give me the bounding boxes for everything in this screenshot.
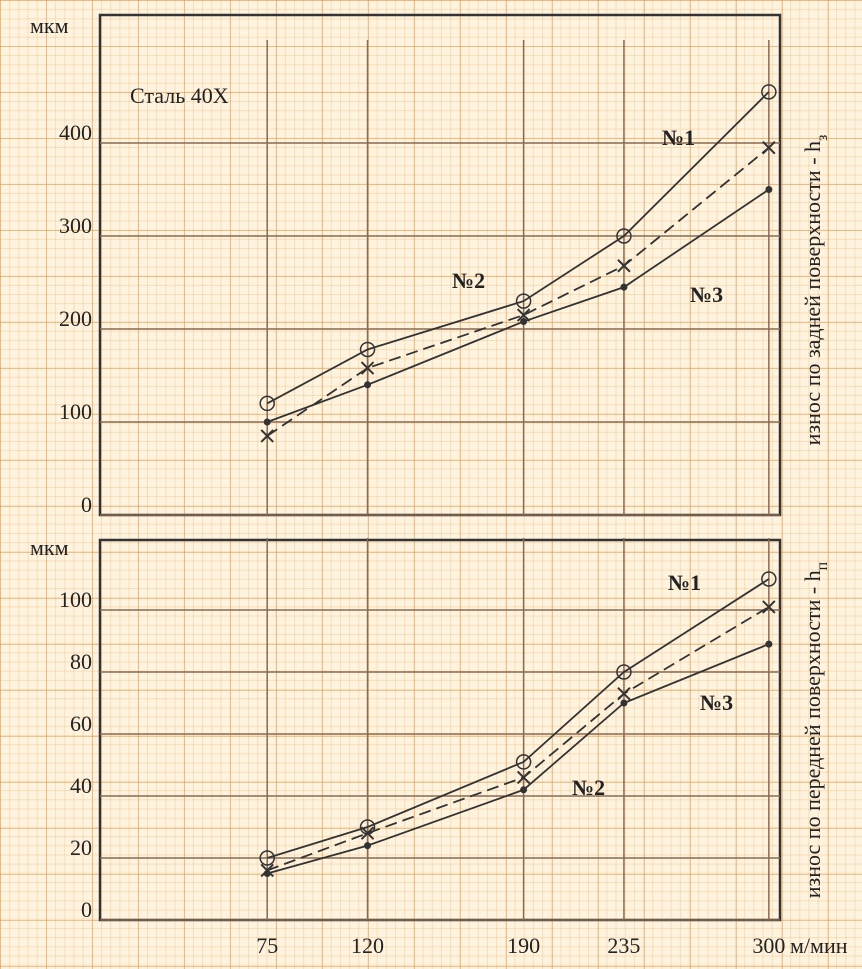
- x-tick-label: 300: [752, 933, 785, 958]
- marker-cross: [617, 686, 631, 701]
- marker-circle: [761, 571, 777, 587]
- marker-dot: [620, 283, 628, 291]
- y-axis-label: износ по передней поверхности - hп: [800, 561, 831, 898]
- y-tick-label: 200: [59, 306, 92, 331]
- y-tick-label: 0: [81, 492, 92, 517]
- marker-circle: [515, 754, 532, 770]
- x-tick-label: 235: [607, 933, 640, 958]
- series-label: №3: [690, 282, 723, 307]
- series-line: [266, 146, 770, 437]
- marker-dot: [520, 318, 528, 326]
- x-tick-label: 75: [256, 933, 278, 958]
- y-tick-label: 100: [59, 587, 92, 612]
- marker-dot: [765, 186, 773, 193]
- x-unit: м/мин: [790, 933, 848, 958]
- series-line: [266, 91, 770, 405]
- y-tick-label: 100: [59, 399, 92, 424]
- y-tick-label: 0: [81, 897, 92, 922]
- y-tick-label: 60: [70, 711, 92, 736]
- series-line: [266, 578, 770, 859]
- marker-circle: [515, 293, 532, 309]
- y-tick-label: 300: [59, 213, 92, 238]
- x-tick-label: 190: [507, 933, 540, 958]
- marker-cross: [516, 770, 531, 785]
- y-tick-label: 400: [59, 120, 92, 145]
- y-axis-label-text: износ по передней поверхности - h: [800, 570, 825, 898]
- marker-cross: [260, 429, 274, 443]
- marker-dot: [364, 381, 372, 389]
- y-axis-label-text: износ по задней поверхности - h: [800, 141, 825, 445]
- x-tick-label: 120: [351, 933, 384, 958]
- y-unit: мкм: [30, 535, 69, 560]
- marker-circle: [259, 395, 275, 412]
- marker-dot: [263, 418, 271, 426]
- marker-dot: [364, 842, 372, 850]
- y-axis-label-subscript: з: [814, 135, 831, 141]
- y-unit: мкм: [30, 13, 69, 38]
- series-label: №2: [452, 268, 485, 293]
- marker-cross: [360, 361, 375, 375]
- marker-circle: [761, 84, 777, 100]
- marker-dot: [620, 699, 628, 707]
- chart-title: Сталь 40Х: [130, 83, 229, 108]
- plot-frame: [98, 538, 782, 922]
- marker-cross: [762, 140, 776, 155]
- marker-dot: [520, 786, 528, 794]
- marker-dot: [765, 640, 773, 648]
- marker-cross: [762, 600, 776, 614]
- marker-cross: [617, 259, 631, 273]
- series-line: [266, 606, 770, 872]
- y-axis-label-subscript: п: [814, 561, 831, 570]
- marker-dot: [263, 870, 271, 877]
- marker-circle: [259, 850, 275, 866]
- y-tick-label: 40: [70, 773, 92, 798]
- marker-cross: [360, 826, 375, 840]
- marker-circle: [359, 341, 376, 358]
- series-label: №1: [668, 570, 701, 595]
- y-tick-label: 20: [70, 835, 92, 860]
- marker-circle: [616, 664, 632, 680]
- series-label: №1: [662, 125, 695, 150]
- series-label: №2: [572, 775, 605, 800]
- y-axis-label: износ по задней поверхности - hз: [800, 135, 831, 446]
- marker-circle: [616, 228, 632, 244]
- marker-cross: [516, 308, 531, 322]
- series-label: №3: [700, 690, 733, 715]
- y-tick-label: 80: [70, 649, 92, 674]
